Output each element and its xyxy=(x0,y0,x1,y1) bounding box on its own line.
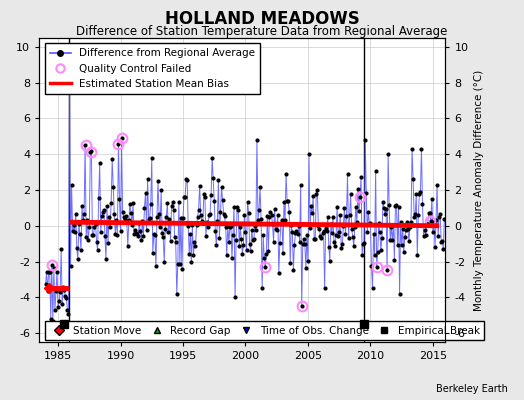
Text: HOLLAND MEADOWS: HOLLAND MEADOWS xyxy=(165,10,359,28)
Text: Berkeley Earth: Berkeley Earth xyxy=(436,384,508,394)
Y-axis label: Monthly Temperature Anomaly Difference (°C): Monthly Temperature Anomaly Difference (… xyxy=(474,69,484,311)
Title: HOLLAND MEADOWS
Difference of Station Temperature Data from Regional Average: HOLLAND MEADOWS Difference of Station Te… xyxy=(0,399,1,400)
Text: Difference of Station Temperature Data from Regional Average: Difference of Station Temperature Data f… xyxy=(77,25,447,38)
Legend: Station Move, Record Gap, Time of Obs. Change, Empirical Break: Station Move, Record Gap, Time of Obs. C… xyxy=(45,322,484,340)
